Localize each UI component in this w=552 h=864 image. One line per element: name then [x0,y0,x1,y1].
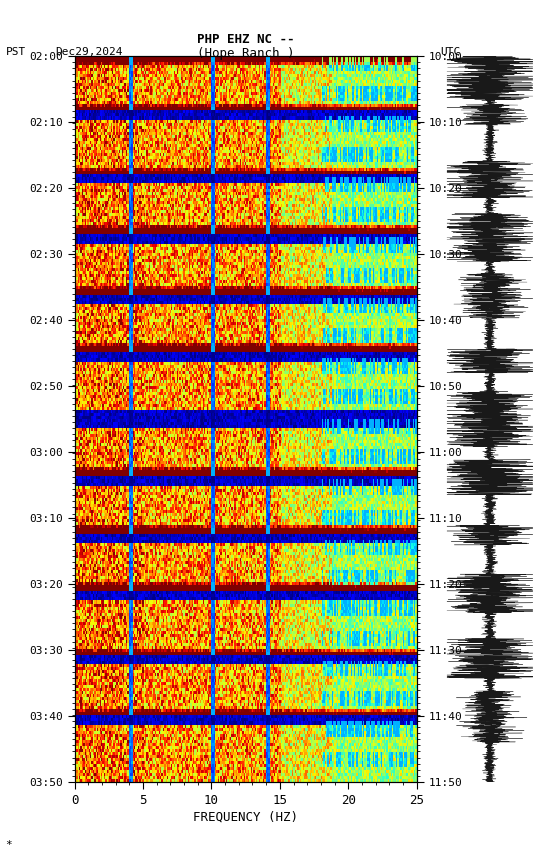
X-axis label: FREQUENCY (HZ): FREQUENCY (HZ) [193,811,298,824]
Text: PHP EHZ NC --: PHP EHZ NC -- [197,33,294,46]
Text: Dec29,2024: Dec29,2024 [55,47,123,57]
Text: PST: PST [6,47,26,57]
Text: (Hope Ranch ): (Hope Ranch ) [197,47,294,60]
Text: *: * [6,841,12,850]
Text: UTC: UTC [440,47,460,57]
